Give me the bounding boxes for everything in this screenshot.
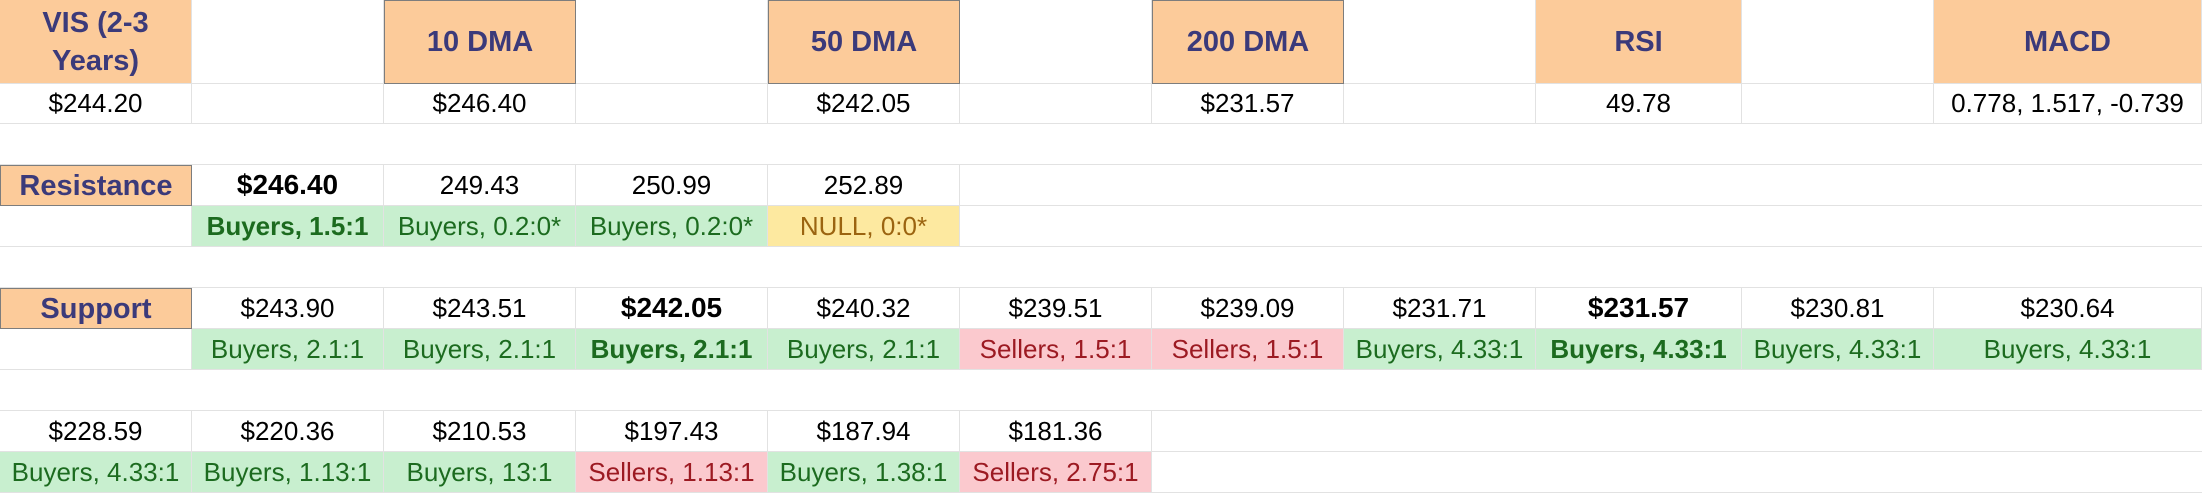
support-ratio: Buyers, 1.13:1: [192, 452, 384, 493]
dma200-header: 200 DMA: [1152, 0, 1344, 84]
support-ratio: Buyers, 1.38:1: [768, 452, 960, 493]
macd-value: 0.778, 1.517, -0.739: [1934, 84, 2202, 124]
support-ratio: Buyers, 13:1: [384, 452, 576, 493]
empty-cell: [960, 84, 1152, 124]
support-ratio: Buyers, 4.33:1: [1536, 329, 1742, 370]
empty-cell: [960, 0, 1152, 84]
macd-header: MACD: [1934, 0, 2202, 84]
support-level: $243.90: [192, 288, 384, 329]
resistance-ratio: Buyers, 0.2:0*: [384, 206, 576, 247]
resistance-ratio: Buyers, 1.5:1: [192, 206, 384, 247]
resistance-level: 252.89: [768, 165, 960, 206]
support-level: $231.57: [1536, 288, 1742, 329]
empty-cell: [960, 206, 2202, 247]
support-ratio: Buyers, 4.33:1: [1344, 329, 1536, 370]
vis-value: $244.20: [0, 84, 192, 124]
support-level: $243.51: [384, 288, 576, 329]
empty-cell: [1344, 84, 1536, 124]
resistance-ratio: Buyers, 0.2:0*: [576, 206, 768, 247]
support-ratio: Buyers, 4.33:1: [0, 452, 192, 493]
blank-row: [0, 124, 2202, 165]
support-ratio: Sellers, 1.5:1: [960, 329, 1152, 370]
support-level: $230.64: [1934, 288, 2202, 329]
empty-cell: [192, 0, 384, 84]
resistance-level: $246.40: [192, 165, 384, 206]
empty-cell: [192, 84, 384, 124]
support-level: $197.43: [576, 411, 768, 452]
resistance-level: 250.99: [576, 165, 768, 206]
support-label: Support: [0, 288, 192, 329]
support-ratio: Buyers, 4.33:1: [1934, 329, 2202, 370]
empty-cell: [1152, 411, 2202, 452]
empty-cell: [576, 0, 768, 84]
support-level: $239.09: [1152, 288, 1344, 329]
dma200-value: $231.57: [1152, 84, 1344, 124]
dma10-header: 10 DMA: [384, 0, 576, 84]
support-ratio: Buyers, 4.33:1: [1742, 329, 1934, 370]
support-level: $240.32: [768, 288, 960, 329]
support-level: $228.59: [0, 411, 192, 452]
vis-header: VIS (2-3 Years): [0, 0, 192, 84]
empty-cell: [0, 206, 192, 247]
support-level: $242.05: [576, 288, 768, 329]
blank-row: [0, 370, 2202, 411]
rsi-value: 49.78: [1536, 84, 1742, 124]
support-level: $181.36: [960, 411, 1152, 452]
resistance-label: Resistance: [0, 165, 192, 206]
support-level: $187.94: [768, 411, 960, 452]
empty-cell: [576, 84, 768, 124]
empty-cell: [0, 329, 192, 370]
support-level: $230.81: [1742, 288, 1934, 329]
support-ratio: Buyers, 2.1:1: [768, 329, 960, 370]
resistance-level: 249.43: [384, 165, 576, 206]
support-level: $239.51: [960, 288, 1152, 329]
rsi-header: RSI: [1536, 0, 1742, 84]
resistance-ratio: NULL, 0:0*: [768, 206, 960, 247]
support-level: $231.71: [1344, 288, 1536, 329]
empty-cell: [960, 165, 2202, 206]
dma10-value: $246.40: [384, 84, 576, 124]
support-ratio: Sellers, 2.75:1: [960, 452, 1152, 493]
support-ratio: Buyers, 2.1:1: [384, 329, 576, 370]
blank-row: [0, 247, 2202, 288]
empty-cell: [1742, 0, 1934, 84]
support-level: $220.36: [192, 411, 384, 452]
support-ratio: Buyers, 2.1:1: [576, 329, 768, 370]
dma50-value: $242.05: [768, 84, 960, 124]
dma50-header: 50 DMA: [768, 0, 960, 84]
support-ratio: Sellers, 1.13:1: [576, 452, 768, 493]
support-level: $210.53: [384, 411, 576, 452]
empty-cell: [1742, 84, 1934, 124]
empty-cell: [1344, 0, 1536, 84]
support-ratio: Buyers, 2.1:1: [192, 329, 384, 370]
empty-cell: [1152, 452, 2202, 493]
support-ratio: Sellers, 1.5:1: [1152, 329, 1344, 370]
